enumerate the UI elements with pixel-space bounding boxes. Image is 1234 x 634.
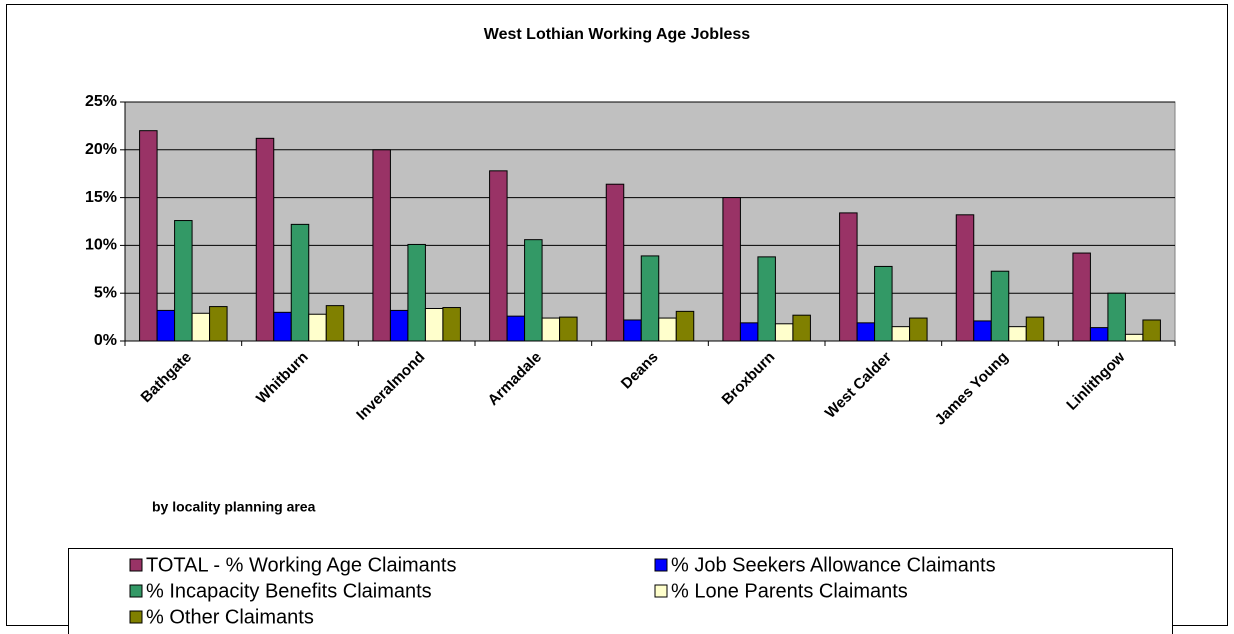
- legend-label: % Lone Parents Claimants: [671, 580, 908, 602]
- bar: [389, 309, 409, 342]
- bar: [255, 137, 275, 342]
- bar: [325, 305, 345, 342]
- bar: [290, 223, 310, 342]
- bar: [739, 322, 759, 342]
- annotation: by locality planning area: [152, 499, 316, 515]
- bar: [1072, 252, 1091, 342]
- bar: [774, 323, 794, 342]
- bar: [1025, 316, 1045, 342]
- legend-swatch: [129, 558, 143, 572]
- bar: [856, 322, 876, 342]
- bar: [139, 130, 158, 342]
- bar: [1124, 333, 1144, 342]
- legend-swatch: [654, 584, 668, 598]
- bar: [1107, 292, 1126, 342]
- bar: [524, 239, 543, 342]
- bar: [559, 316, 578, 342]
- bar: [424, 307, 444, 342]
- bar: [506, 315, 526, 342]
- bar: [1008, 326, 1027, 342]
- bar: [442, 307, 461, 342]
- bar: [973, 320, 992, 342]
- bar: [909, 317, 928, 342]
- bar: [640, 255, 660, 342]
- legend-label: TOTAL - % Working Age Claimants: [146, 554, 456, 576]
- bar: [874, 265, 893, 342]
- bar: [990, 270, 1010, 342]
- y-tick-label: 10%: [85, 237, 117, 254]
- y-tick-label: 15%: [85, 189, 117, 206]
- legend-label: % Other Claimants: [146, 606, 314, 628]
- bar: [1089, 327, 1109, 342]
- bar: [623, 319, 642, 342]
- bar: [955, 214, 975, 342]
- bar: [156, 309, 176, 342]
- y-tick-label: 0%: [94, 332, 117, 349]
- bar: [209, 306, 228, 342]
- bar: [407, 243, 426, 342]
- bar: [191, 312, 211, 342]
- y-tick-label: 5%: [94, 284, 117, 301]
- bar: [308, 313, 327, 342]
- bar: [605, 183, 625, 342]
- bar: [489, 170, 508, 342]
- legend-swatch: [129, 610, 143, 624]
- bar: [722, 197, 741, 342]
- legend-box: [68, 548, 1173, 634]
- legend-label: % Incapacity Benefits Claimants: [146, 580, 432, 602]
- bar: [1142, 319, 1161, 342]
- bar: [675, 310, 695, 342]
- chart-title: West Lothian Working Age Jobless: [484, 26, 751, 43]
- legend-label: % Job Seekers Allowance Claimants: [671, 554, 996, 576]
- bar: [792, 314, 811, 342]
- bar: [541, 317, 561, 342]
- bar: [372, 149, 391, 342]
- bar: [757, 256, 776, 342]
- y-tick-label: 20%: [85, 141, 117, 158]
- bar: [839, 212, 858, 342]
- y-tick-label: 25%: [85, 93, 117, 110]
- legend-swatch: [129, 584, 143, 598]
- bar: [273, 311, 292, 342]
- legend-swatch: [654, 558, 668, 572]
- bar: [174, 220, 193, 342]
- bar: [891, 326, 911, 342]
- bar: [658, 317, 677, 342]
